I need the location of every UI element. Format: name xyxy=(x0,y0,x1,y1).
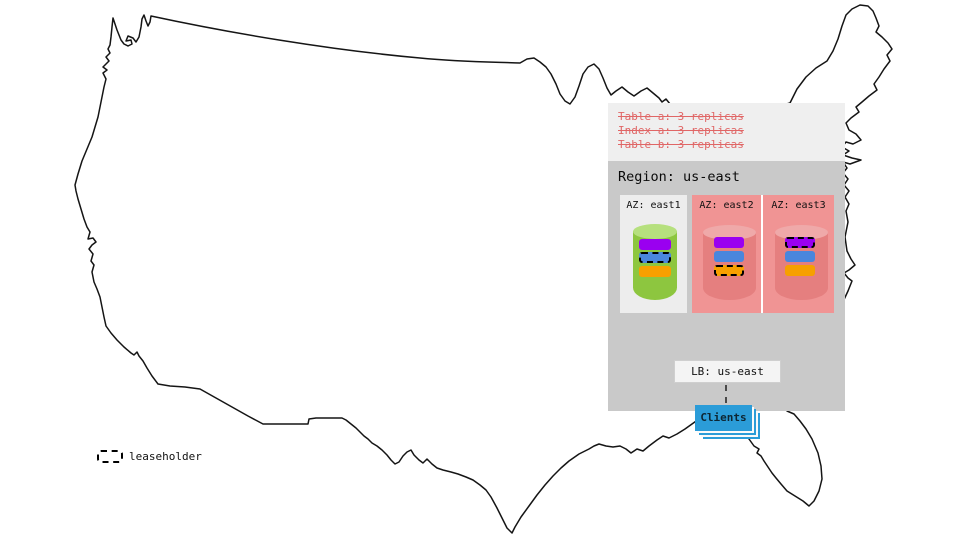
lb-clients-connector xyxy=(725,385,727,403)
legend-label: leaseholder xyxy=(129,450,202,463)
cylinder-top xyxy=(633,224,677,239)
annotation-table-a: Table a: 3 replicas xyxy=(618,110,744,123)
replica-bar-purple xyxy=(714,237,744,248)
replica-bar-orange xyxy=(785,265,815,276)
cylinder-top xyxy=(775,225,828,240)
az-box-east2: AZ: east2 xyxy=(692,195,761,313)
replica-bar-purple-leaseholder xyxy=(785,237,815,248)
replica-annotations: Table a: 3 replicas Index a: 3 replicas … xyxy=(608,103,845,161)
legend: leaseholder xyxy=(97,450,202,463)
deployment-panel: Table a: 3 replicas Index a: 3 replicas … xyxy=(608,103,845,431)
az-label-east1: AZ: east1 xyxy=(626,200,681,211)
replica-bar-blue-leaseholder xyxy=(639,252,671,263)
annotation-table-b: Table b: 3 replicas xyxy=(618,138,744,151)
region-title: Region: us-east xyxy=(618,169,740,185)
region-box: Region: us-east AZ: east1 AZ: east2 xyxy=(608,161,845,431)
az-box-east3: AZ: east3 xyxy=(763,195,834,313)
az-label-east2: AZ: east2 xyxy=(699,200,754,211)
replica-bar-orange xyxy=(639,266,671,277)
clients-box: Clients xyxy=(695,405,752,431)
load-balancer-box: LB: us-east xyxy=(674,360,781,383)
replica-bar-orange-leaseholder xyxy=(714,265,744,276)
replica-bar-blue xyxy=(785,251,815,262)
annotation-index-a: Index a: 3 replicas xyxy=(618,124,744,137)
cylinder-top xyxy=(703,225,756,240)
leaseholder-swatch-icon xyxy=(97,450,123,463)
az-divider xyxy=(761,195,763,313)
az-box-east1: AZ: east1 xyxy=(620,195,687,313)
replica-bar-blue xyxy=(714,251,744,262)
replica-bar-purple xyxy=(639,239,671,250)
az-label-east3: AZ: east3 xyxy=(771,200,826,211)
